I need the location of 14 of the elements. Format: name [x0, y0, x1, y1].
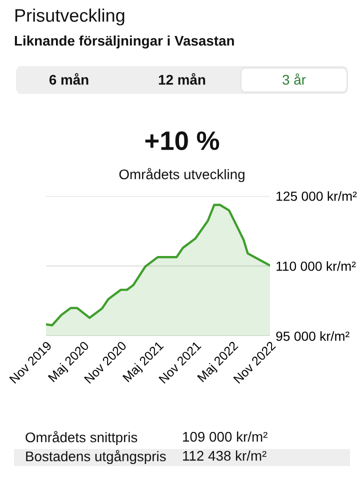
text: 3 år [282, 73, 306, 85]
text: Bostadens utgångspris [26, 450, 166, 464]
chart-subtitle: Liknande försäljningar i Vasastan [14, 35, 234, 49]
text: Områdets snittpris [26, 430, 138, 446]
text: 112 438 kr/m² [183, 450, 266, 461]
y-tick-label: 95 000 kr/m² [276, 331, 350, 341]
chart-title: Prisutveckling [15, 8, 124, 26]
text: Områdets utveckling [119, 168, 244, 182]
text: 6 mån [49, 73, 88, 85]
y-tick-label: 125 000 kr/m² [276, 191, 357, 201]
text: 12 mån [158, 73, 206, 85]
y-tick-label: 110 000 kr/m² [276, 261, 356, 271]
text: +10 % [145, 131, 220, 150]
text: 109 000 kr/m² [183, 432, 268, 442]
